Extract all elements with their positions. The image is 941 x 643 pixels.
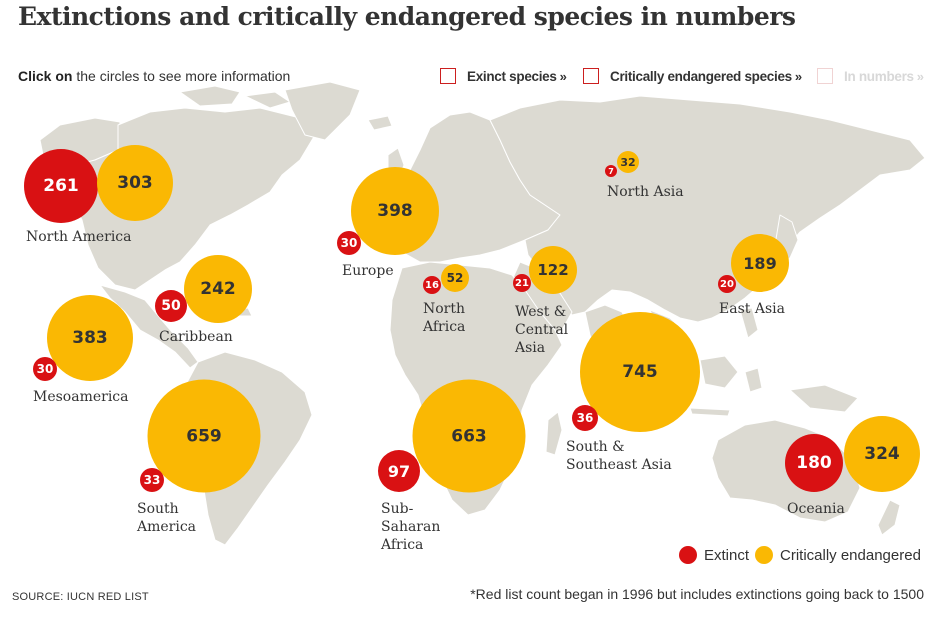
bubble-south-southeast-asia-extinct[interactable]: 36 xyxy=(572,405,598,431)
bubble-caribbean-critical[interactable]: 242 xyxy=(184,255,252,323)
bubble-oceania-critical[interactable]: 324 xyxy=(844,416,920,492)
bubble-oceania-extinct[interactable]: 180 xyxy=(785,434,843,492)
tab-extinct-species[interactable]: Exinct species » xyxy=(440,66,567,86)
bubble-north-america-extinct[interactable]: 261 xyxy=(24,149,98,223)
bubble-south-america-extinct[interactable]: 33 xyxy=(140,468,164,492)
source-credit: SOURCE: IUCN RED LIST xyxy=(12,591,149,603)
page-title: Extinctions and critically endangered sp… xyxy=(18,2,796,31)
landmass-philippines xyxy=(739,307,759,339)
landmass-borneo xyxy=(699,355,739,389)
legend-extinct-label: Extinct xyxy=(704,546,750,564)
landmass-asia xyxy=(489,95,926,323)
landmass-java xyxy=(689,407,731,417)
tab-label: In numbers xyxy=(844,68,914,84)
label-europe: Europe xyxy=(342,263,394,279)
bubble-south-america-critical[interactable]: 659 xyxy=(147,379,261,493)
landmass-sulawesi xyxy=(744,367,763,393)
checkbox-icon xyxy=(440,68,456,84)
landmass-new-zealand xyxy=(877,499,901,536)
legend-critical-label: Critically endangered xyxy=(780,546,921,564)
legend-extinct: Extinct xyxy=(679,546,749,564)
chevron-right-icon: » xyxy=(916,68,924,84)
checkbox-icon xyxy=(583,68,599,84)
chevron-right-icon: » xyxy=(794,68,802,84)
bubble-sub-saharan-africa-critical[interactable]: 663 xyxy=(412,379,526,493)
label-caribbean: Caribbean xyxy=(159,329,233,345)
checkbox-icon xyxy=(817,68,833,84)
extinct-dot-icon xyxy=(679,546,697,564)
bubble-south-southeast-asia-critical[interactable]: 745 xyxy=(580,312,700,432)
critical-dot-icon xyxy=(755,546,773,564)
landmass-iceland xyxy=(367,115,393,131)
bubble-sub-saharan-africa-extinct[interactable]: 97 xyxy=(378,450,420,492)
tab-label: Exinct species xyxy=(467,68,557,84)
label-north-africa: North Africa xyxy=(423,301,466,335)
landmass-new-guinea xyxy=(789,384,859,413)
label-south-southeast-asia: South & Southeast Asia xyxy=(566,439,672,473)
label-sub-saharan-africa: Sub-Saharan Africa xyxy=(381,501,441,553)
label-oceania: Oceania xyxy=(787,501,845,517)
bubble-europe-extinct[interactable]: 30 xyxy=(337,231,361,255)
instruction-text: Click on the circles to see more informa… xyxy=(18,68,290,84)
label-north-asia: North Asia xyxy=(607,184,684,200)
bubble-north-asia-critical[interactable]: 32 xyxy=(617,151,639,173)
instruction-rest: the circles to see more information xyxy=(76,68,291,84)
bubble-europe-critical[interactable]: 398 xyxy=(351,167,439,255)
bubble-mesoamerica-critical[interactable]: 383 xyxy=(47,295,133,381)
tab-critically-endangered-species[interactable]: Critically endangered species » xyxy=(583,66,802,86)
bubble-east-asia-extinct[interactable]: 20 xyxy=(718,275,736,293)
label-north-america: North America xyxy=(26,229,132,245)
chevron-right-icon: » xyxy=(559,68,567,84)
label-mesoamerica: Mesoamerica xyxy=(33,389,129,405)
bubble-east-asia-critical[interactable]: 189 xyxy=(731,234,789,292)
label-south-america: South America xyxy=(137,501,197,535)
bubble-west-central-asia-critical[interactable]: 122 xyxy=(529,246,577,294)
label-west-central-asia: West & Central Asia xyxy=(515,304,569,356)
bubble-north-africa-critical[interactable]: 52 xyxy=(441,264,469,292)
tab-in-numbers[interactable]: In numbers » xyxy=(817,66,924,86)
bubble-north-america-critical[interactable]: 303 xyxy=(97,145,173,221)
tab-label: Critically endangered species xyxy=(610,68,792,84)
landmass-arctic-islands-2 xyxy=(244,91,291,109)
bubble-north-africa-extinct[interactable]: 16 xyxy=(423,276,441,294)
instruction-bold: Click on xyxy=(18,68,73,84)
footnote: *Red list count began in 1996 but includ… xyxy=(470,586,924,602)
bubble-caribbean-extinct[interactable]: 50 xyxy=(155,290,187,322)
landmass-central-america xyxy=(99,284,199,369)
landmass-greenland xyxy=(284,81,361,141)
bubble-west-central-asia-extinct[interactable]: 21 xyxy=(513,274,531,292)
bubble-mesoamerica-extinct[interactable]: 30 xyxy=(33,357,57,381)
label-east-asia: East Asia xyxy=(719,301,785,317)
bubble-north-asia-extinct[interactable]: 7 xyxy=(605,165,617,177)
landmass-madagascar xyxy=(545,411,563,456)
legend-critical: Critically endangered xyxy=(755,546,921,564)
landmass-arctic-islands xyxy=(179,85,241,107)
